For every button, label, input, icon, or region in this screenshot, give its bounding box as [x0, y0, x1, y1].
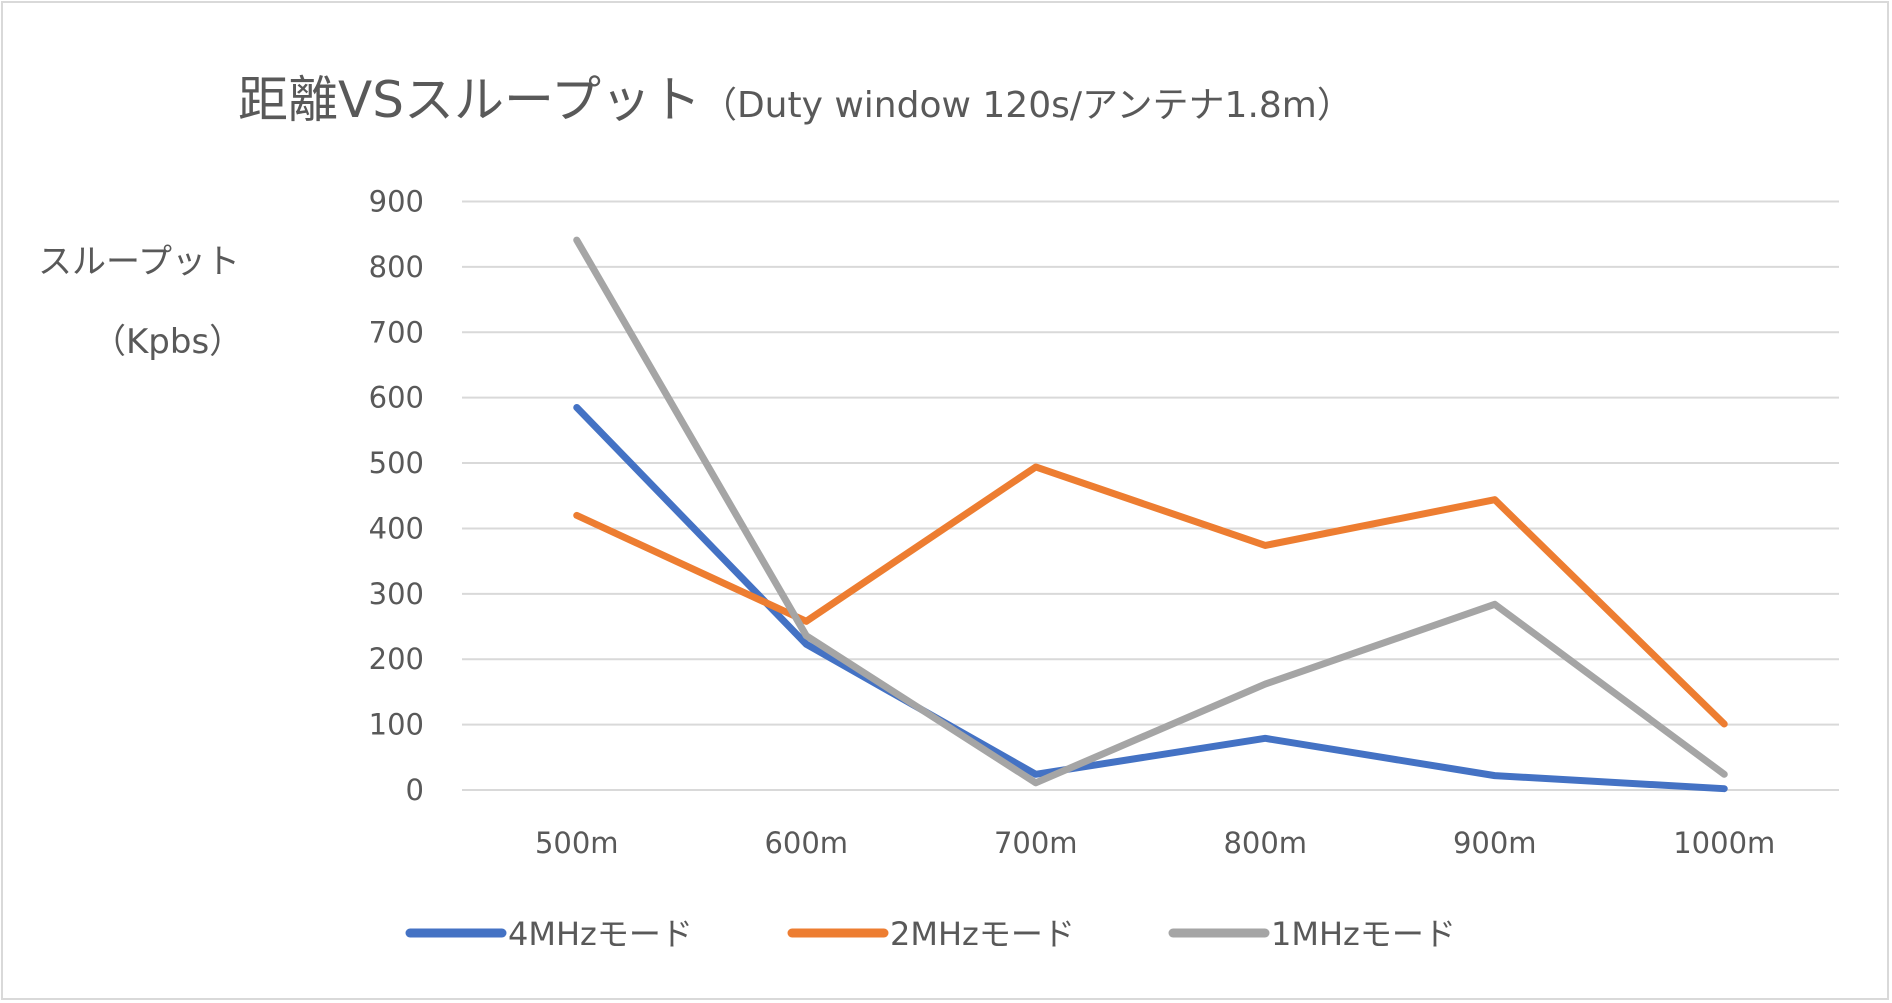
x-tick-label: 800m: [1223, 826, 1307, 860]
y-tick-label: 700: [369, 315, 424, 349]
y-tick-label: 600: [369, 381, 424, 415]
y-tick-label: 900: [369, 185, 424, 219]
x-tick-label: 600m: [764, 826, 848, 860]
y-tick-label: 100: [369, 708, 424, 742]
y-tick-label: 0: [406, 773, 424, 807]
x-tick-label: 500m: [535, 826, 619, 860]
chart-title: 距離VSスループット（Duty window 120s/アンテナ1.8m）: [238, 71, 1353, 129]
series-line-2MHzモード: [573, 463, 1728, 728]
legend-label: 1MHzモード: [1271, 915, 1456, 953]
legend-label: 4MHzモード: [508, 915, 693, 953]
series-line-1MHzモード: [573, 236, 1728, 787]
y-tick-label: 300: [369, 577, 424, 611]
y-tick-label: 800: [369, 250, 424, 284]
x-tick-label: 700m: [994, 826, 1078, 860]
y-axis-label-unit: （Kpbs）: [92, 322, 243, 362]
x-tick-label: 900m: [1453, 826, 1537, 860]
legend-label: 2MHzモード: [890, 915, 1075, 953]
y-tick-label: 200: [369, 642, 424, 676]
x-tick-label: 1000m: [1673, 826, 1775, 860]
y-tick-label: 500: [369, 446, 424, 480]
y-axis-label: スループット: [38, 242, 240, 282]
y-tick-label: 400: [369, 511, 424, 545]
